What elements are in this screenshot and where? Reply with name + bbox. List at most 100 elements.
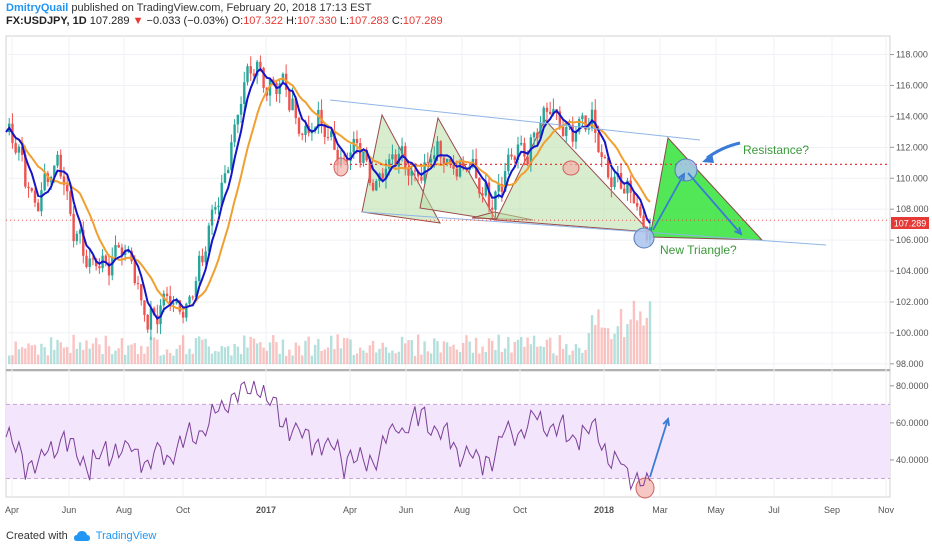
volume-bar (445, 342, 449, 364)
volume-bar (65, 346, 69, 364)
volume-bar (439, 352, 442, 364)
candle-body (165, 293, 169, 297)
volume-bar (85, 340, 88, 364)
volume-bar (75, 348, 79, 364)
volume-bar (339, 348, 343, 364)
candle-body (317, 109, 320, 128)
volume-bar (381, 342, 384, 364)
volume-bar (11, 355, 14, 364)
volume-bar (355, 353, 359, 364)
candle-body (613, 176, 616, 187)
candle-body (149, 308, 153, 330)
candle-body (542, 107, 545, 123)
volume-bar (69, 353, 72, 364)
volume-bar (397, 351, 401, 364)
candle-body (420, 176, 423, 181)
new-triangle-label[interactable]: New Triangle? (660, 243, 737, 257)
volume-bar (529, 344, 533, 364)
volume-bar (568, 354, 571, 364)
candle-body (610, 177, 613, 187)
candle-body (98, 266, 101, 269)
candle-body (487, 182, 491, 208)
volume-bar (413, 355, 417, 364)
time-tick-label: Nov (878, 505, 895, 515)
candle-body (536, 132, 539, 138)
candle-body (484, 182, 487, 196)
resistance-label[interactable]: Resistance? (743, 143, 809, 157)
candle-body (349, 152, 352, 161)
volume-bar (558, 335, 562, 364)
volume-bar (278, 353, 281, 364)
volume-bar (368, 345, 372, 364)
candle-body (433, 155, 436, 160)
candle-body (497, 184, 500, 192)
candle-body (626, 180, 629, 194)
volume-bar (333, 349, 336, 364)
candle-body (455, 168, 458, 177)
volume-bar (391, 350, 394, 364)
channel-lower-line (361, 211, 827, 246)
volume-bar (262, 347, 265, 364)
volume-bar (404, 343, 407, 364)
candle-body (590, 109, 594, 129)
candle-body (243, 82, 246, 104)
candle-body (37, 202, 40, 212)
volume-bar (584, 350, 587, 364)
candle-body (239, 103, 243, 115)
candle-body (259, 61, 262, 68)
candle-body (75, 233, 79, 242)
volume-bar (178, 345, 182, 364)
candle-body (223, 173, 227, 183)
volume-bar (82, 349, 85, 364)
candle-body (220, 182, 223, 206)
last-price: 107.289 (89, 15, 130, 27)
volume-bar (223, 347, 227, 364)
time-tick-label: Oct (176, 505, 191, 515)
volume-bar (323, 349, 326, 364)
candle-body (545, 107, 549, 112)
candle-body (384, 168, 388, 179)
volume-bar (249, 336, 252, 364)
volume-bar (491, 340, 494, 364)
volume-bar (458, 352, 462, 364)
time-axis[interactable]: Apr Jun Aug Oct 2017 Apr Jun Aug Oct 2018 Mar May Ju… (5, 505, 895, 515)
rsi-tick-label: 80.0000 (896, 381, 929, 391)
volume-bar (510, 352, 513, 364)
candle-body (43, 173, 46, 191)
chart-canvas[interactable]: 118.000 116.000 114.000 112.000 110.000 108.0… (0, 30, 932, 520)
candle-body (416, 170, 420, 177)
price-axis[interactable]: 118.000 116.000 114.000 112.000 110.000 108.0… (890, 50, 929, 369)
volume-bar (162, 354, 165, 364)
volume-bar (207, 346, 211, 364)
volume-bar (136, 353, 140, 364)
rsi-axis[interactable]: 80.0000 60.0000 40.0000 (890, 381, 929, 465)
volume-bar (523, 346, 526, 364)
volume-bar (210, 353, 214, 364)
candle-body (442, 157, 446, 165)
time-tick-label: May (707, 505, 725, 515)
candle-body (27, 186, 30, 189)
candle-body (413, 170, 417, 172)
symbol-label[interactable]: FX:USDJPY, 1D (6, 15, 87, 27)
candle-body (72, 213, 75, 242)
candle-body (204, 251, 207, 263)
volume-bar (342, 338, 346, 364)
tradingview-brand[interactable]: TradingView (95, 530, 157, 542)
volume-bar (304, 340, 307, 364)
candle-body (523, 143, 526, 157)
candle-body (426, 162, 430, 164)
volume-bar (532, 335, 536, 364)
candle-body (146, 314, 149, 330)
drawing-overlays[interactable] (6, 99, 890, 499)
volume-bar (442, 341, 446, 364)
volume-bar (165, 349, 169, 364)
candle-body (114, 245, 117, 257)
candle-body (252, 73, 256, 76)
candle-body (185, 303, 188, 318)
price-tick-label: 108.000 (896, 204, 929, 214)
candle-body (539, 122, 542, 138)
author-link[interactable]: DmitryQuail (6, 2, 69, 14)
volume-bar (181, 335, 185, 364)
volume-bar (91, 343, 95, 364)
volume-bar (226, 346, 230, 364)
